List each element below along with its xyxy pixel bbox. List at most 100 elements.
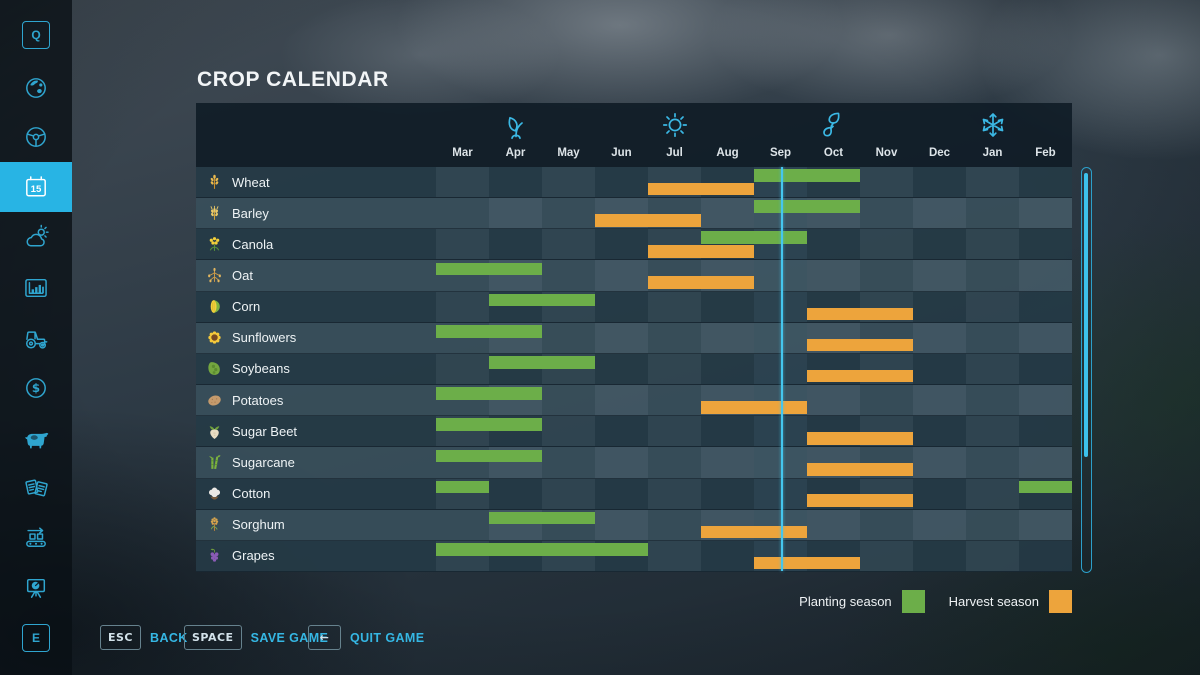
calendar-cell	[1019, 385, 1072, 416]
legend-planting: Planting season	[799, 590, 925, 613]
crop-row-potatoes: Potatoes	[196, 385, 1072, 417]
svg-text:$: $	[32, 381, 40, 395]
save-game-button[interactable]: SPACE SAVE GAME	[184, 625, 328, 650]
planting-bar	[436, 543, 648, 556]
globe-icon	[22, 74, 50, 102]
sidebar-item-prices[interactable]	[0, 263, 72, 313]
crop-label-sugar-beet: Sugar Beet	[196, 416, 436, 446]
calendar-cell	[1019, 198, 1072, 229]
planting-bar	[754, 169, 860, 182]
q-key-icon: Q	[22, 21, 50, 49]
autumn-leaves-icon	[818, 109, 850, 141]
calendar-cell	[966, 291, 1019, 322]
back-key-icon: ESC	[100, 625, 142, 650]
calendar-cell	[807, 260, 860, 291]
legend-swatch-harvest	[1049, 590, 1072, 613]
crop-row-sorghum: Sorghum	[196, 509, 1072, 541]
cow-icon	[22, 424, 50, 452]
potato-icon	[206, 392, 223, 409]
crop-label-cotton: Cotton	[196, 479, 436, 509]
calendar-cell	[913, 198, 966, 229]
planting-bar	[436, 324, 542, 338]
crop-row-sunflowers: Sunflowers	[196, 322, 1072, 354]
crop-label-oat: Oat	[196, 260, 436, 290]
sidebar-item-overview[interactable]	[0, 563, 72, 613]
crop-name: Oat	[232, 268, 253, 284]
month-label-jun: Jun	[611, 147, 632, 159]
crop-name: Sorghum	[232, 517, 285, 533]
summer-sun-icon	[659, 109, 691, 141]
planting-bar	[436, 387, 542, 400]
sorghum-icon	[206, 516, 223, 533]
sidebar-item-contracts[interactable]	[0, 463, 72, 513]
calendar-cell	[966, 353, 1019, 385]
sidebar: Q 15 $ E	[0, 0, 72, 675]
grape-icon	[206, 547, 223, 564]
calendar-cell	[436, 291, 489, 322]
planting-bar	[701, 231, 807, 245]
scrollbar[interactable]	[1081, 167, 1092, 573]
crop-row-soybeans: Soybeans	[196, 353, 1072, 386]
calendar-header: Mar Apr May Jun Jul Aug Sep Oct Nov Dec Jan Feb	[196, 103, 1072, 167]
calendar-cell	[648, 416, 701, 447]
legend-label: Harvest season	[948, 594, 1039, 609]
crop-row-grapes: Grapes	[196, 540, 1072, 572]
sidebar-item-controls[interactable]: E	[0, 613, 72, 663]
crop-name: Grapes	[232, 548, 275, 564]
harvest-bar	[595, 214, 701, 227]
sidebar-item-map[interactable]	[0, 63, 72, 113]
back-button[interactable]: ESC BACK	[100, 625, 188, 650]
month-label-dec: Dec	[928, 147, 951, 159]
winter-snowflake-icon	[977, 109, 1009, 141]
crop-label-sorghum: Sorghum	[196, 510, 436, 540]
sidebar-item-weather[interactable]	[0, 212, 72, 262]
sidebar-item-help[interactable]: Q	[0, 10, 72, 60]
calendar-cell	[860, 540, 913, 571]
calendar-cell	[542, 229, 595, 260]
calendar-cell	[1019, 260, 1072, 291]
month-label-nov: Nov	[875, 147, 898, 159]
month-label-feb: Feb	[1035, 147, 1056, 159]
crop-label-canola: Canola	[196, 229, 436, 259]
contracts-icon	[22, 474, 50, 502]
sidebar-item-calendar[interactable]: 15	[0, 162, 72, 212]
sidebar-item-garage[interactable]	[0, 313, 72, 363]
quit-game-button[interactable]: ← QUIT GAME	[308, 625, 424, 650]
crop-row-sugar-beet: Sugar Beet	[196, 416, 1072, 448]
sidebar-item-finances[interactable]: $	[0, 363, 72, 413]
crop-label-wheat: Wheat	[196, 167, 436, 197]
crop-name: Cotton	[232, 486, 271, 502]
crop-name: Soybeans	[232, 361, 290, 377]
calendar-cell	[436, 353, 489, 385]
sugarcane-icon	[206, 454, 223, 471]
sidebar-item-vehicles[interactable]	[0, 112, 72, 162]
calendar-cell	[542, 167, 595, 198]
barley-icon	[206, 205, 223, 222]
crop-label-sunflowers: Sunflowers	[196, 323, 436, 353]
sidebar-item-animals[interactable]	[0, 413, 72, 463]
crop-calendar-panel: Mar Apr May Jun Jul Aug Sep Oct Nov Dec Jan Feb Whe…	[196, 103, 1072, 572]
back-label: BACK	[150, 630, 188, 645]
weather-icon	[22, 223, 50, 251]
crop-name: Sugarcane	[232, 454, 295, 470]
cotton-icon	[206, 485, 223, 502]
sidebar-item-production[interactable]	[0, 513, 72, 563]
planting-bar	[436, 449, 542, 463]
calendar-cell	[701, 322, 754, 353]
oat-icon	[206, 267, 223, 284]
calendar-cell	[807, 385, 860, 416]
harvest-bar	[754, 556, 860, 570]
crop-row-cotton: Cotton	[196, 478, 1072, 510]
conveyor-icon	[22, 524, 50, 552]
harvest-bar	[807, 338, 913, 352]
crop-label-grapes: Grapes	[196, 541, 436, 571]
calendar-cell	[913, 322, 966, 353]
crop-label-sugarcane: Sugarcane	[196, 447, 436, 477]
crop-name: Barley	[232, 205, 269, 221]
scrollbar-thumb[interactable]	[1084, 173, 1088, 457]
legend-label: Planting season	[799, 594, 892, 609]
legend: Planting season Harvest season	[799, 590, 1072, 613]
calendar-cell	[542, 478, 595, 509]
quit-game-label: QUIT GAME	[350, 630, 425, 645]
